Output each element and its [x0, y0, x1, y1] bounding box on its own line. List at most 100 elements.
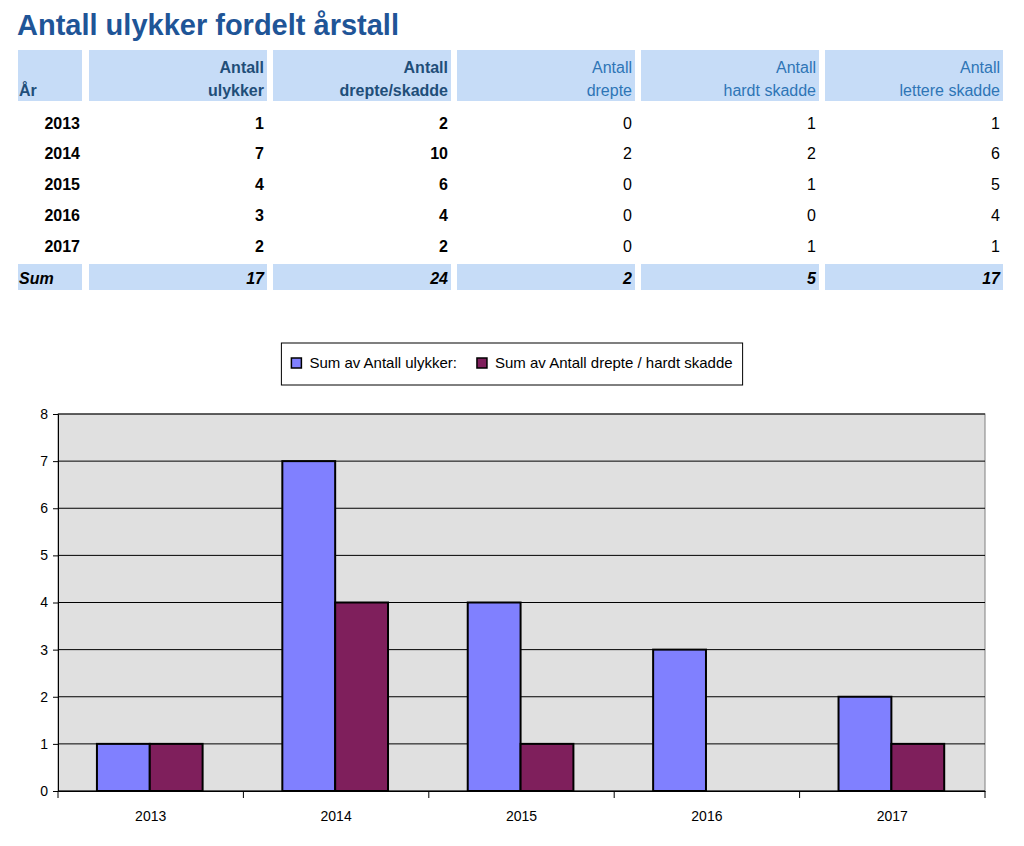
- y-tick-label: 5: [40, 547, 48, 563]
- x-category-divider: [614, 791, 615, 798]
- header-label: ulykker: [208, 82, 264, 99]
- table-cell: 1: [991, 115, 1000, 132]
- table-cell: 2017: [44, 238, 80, 255]
- grid-line: [58, 508, 985, 509]
- y-tick-label: 8: [40, 406, 48, 422]
- header-label: hardt skadde: [723, 82, 816, 99]
- sum-cell: [89, 264, 267, 290]
- y-tick-label: 6: [40, 500, 48, 516]
- table-cell: 6: [439, 176, 448, 193]
- table-cell: 1: [991, 238, 1000, 255]
- y-tick-mark: [53, 791, 58, 792]
- table-cell: 2: [439, 115, 448, 132]
- x-tick: 2014: [321, 791, 352, 824]
- y-axis-line: [53, 415, 59, 792]
- sum-label: 17: [982, 270, 1001, 287]
- bar: [653, 650, 706, 791]
- table-cell: 1: [807, 115, 816, 132]
- sum-cell: [641, 264, 819, 290]
- header-cell: [18, 50, 82, 101]
- header-label: Antall: [592, 59, 632, 76]
- bar: [97, 744, 150, 791]
- y-tick-mark: [53, 555, 58, 556]
- x-tick: 2013: [135, 791, 166, 824]
- header-label: Antall: [404, 59, 448, 76]
- x-category-divider: [428, 791, 429, 798]
- y-tick-mark: [53, 603, 58, 604]
- legend: Sum av Antall ulykker:Sum av Antall drep…: [281, 343, 742, 385]
- table-cell: 1: [255, 115, 264, 132]
- bar: [282, 461, 335, 791]
- table-cell: 3: [255, 207, 264, 224]
- y-tick-label: 1: [40, 736, 48, 752]
- y-tick-mark: [53, 697, 58, 698]
- header-label: Antall: [960, 59, 1000, 76]
- y-tick-mark: [53, 744, 58, 745]
- y-tick: 0: [40, 783, 58, 799]
- header-label: År: [19, 81, 37, 99]
- sum-cell: [825, 264, 1003, 290]
- x-tick-label: 2017: [877, 808, 908, 824]
- y-tick: 4: [40, 594, 58, 610]
- x-axis: 2013 2014 2015 2016 2017: [59, 791, 986, 824]
- table-cell: 2: [255, 238, 264, 255]
- header-label: Antall: [776, 59, 816, 76]
- table-cell: 1: [807, 176, 816, 193]
- chart: 0 1 2 3 4 5 6 7 8 2013 2014 2015 2016 2017: [40, 406, 985, 824]
- sum-label: Sum: [19, 270, 54, 287]
- bar: [335, 603, 388, 792]
- y-tick-label: 7: [40, 453, 48, 469]
- legend-box: [281, 343, 742, 385]
- header-cell: [457, 50, 635, 101]
- table-cell: 2015: [44, 176, 80, 193]
- y-tick-label: 2: [40, 689, 48, 705]
- sum-label: 17: [246, 270, 265, 287]
- sum-label: 5: [807, 270, 817, 287]
- x-tick: 2015: [506, 791, 537, 824]
- sum-cell: [273, 264, 451, 290]
- sum-cell: [18, 264, 82, 290]
- grid-line: [58, 461, 985, 462]
- table-cell: 2013: [44, 115, 80, 132]
- x-category-divider: [243, 791, 244, 798]
- grid-line: [58, 414, 985, 415]
- table: ÅrAntallulykkerAntalldrepte/skaddeAntall…: [18, 50, 1003, 290]
- header-cell: [273, 50, 451, 101]
- header-cell: [89, 50, 267, 101]
- y-tick-mark: [53, 650, 58, 651]
- x-tick-label: 2014: [321, 808, 352, 824]
- sum-cell: [457, 264, 635, 290]
- y-tick: 2: [40, 689, 58, 705]
- x-category-divider: [985, 791, 986, 798]
- y-tick-label: 4: [40, 594, 48, 610]
- bar: [521, 744, 574, 791]
- header-cell: [825, 50, 1003, 101]
- y-tick: 1: [40, 736, 58, 752]
- y-axis: 0 1 2 3 4 5 6 7 8: [40, 406, 58, 799]
- y-tick: 3: [40, 642, 58, 658]
- x-tick-label: 2015: [506, 808, 537, 824]
- y-tick-label: 3: [40, 642, 48, 658]
- x-tick: 2016: [691, 791, 722, 824]
- legend-swatch: [477, 358, 487, 368]
- table-cell: 0: [623, 176, 632, 193]
- page: Antall ulykker fordelt årstall År Antall ul…: [0, 0, 1024, 846]
- y-tick: 7: [40, 453, 58, 469]
- page-title: Antall ulykker fordelt årstall: [17, 9, 399, 41]
- x-tick: 2017: [877, 791, 908, 824]
- y-tick-mark: [53, 508, 58, 509]
- y-tick: 8: [40, 406, 58, 422]
- table-cell: 5: [991, 176, 1000, 193]
- bars: [97, 461, 944, 791]
- x-tick-label: 2016: [691, 808, 722, 824]
- header-label: Antall: [220, 59, 264, 76]
- table-cell: 7: [255, 145, 264, 162]
- grid-line: [58, 555, 985, 556]
- y-tick-mark: [53, 414, 58, 415]
- table-cell: 4: [991, 207, 1000, 224]
- bar: [839, 697, 892, 791]
- header-label: lettere skadde: [899, 82, 1000, 99]
- y-tick: 5: [40, 547, 58, 563]
- legend-label: Sum av Antall drepte / hardt skadde: [495, 354, 733, 371]
- table-cell: 2: [623, 145, 632, 162]
